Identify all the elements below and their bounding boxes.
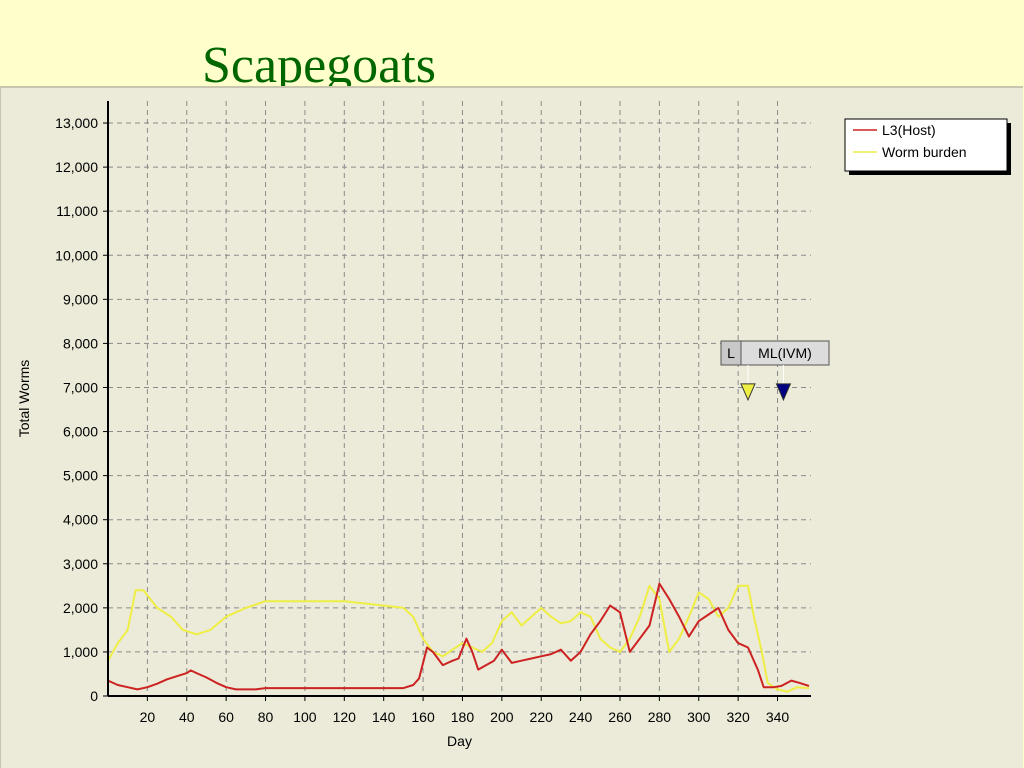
x-axis-ticks: 20 40 60 80 100 120 140 160 180 200 220 240 260 280 30…: [140, 696, 790, 725]
y-tick-label: 2,000: [63, 600, 98, 616]
y-tick-label: 10,000: [55, 247, 98, 263]
x-tick-label: 160: [411, 709, 435, 725]
y-tick-label: 11,000: [56, 203, 98, 219]
y-tick-label: 4,000: [63, 512, 98, 528]
marker-label-ml-ivm: ML(IVM): [740, 340, 830, 366]
x-tick-label: 20: [140, 709, 156, 725]
legend: L3(Host) Worm burden: [844, 118, 1011, 175]
x-tick-label: 300: [687, 709, 711, 725]
y-tick-label: 9,000: [63, 291, 98, 307]
slide-title: Scapegoats: [202, 37, 436, 94]
x-tick-label: 340: [766, 709, 790, 725]
x-tick-label: 280: [648, 709, 672, 725]
y-tick-label: 8,000: [63, 335, 98, 351]
legend-label: Worm burden: [882, 144, 967, 160]
x-tick-label: 120: [333, 709, 357, 725]
plot-area: [108, 101, 811, 696]
y-axis-ticks: 0 1,000 2,000 3,000 4,000 5,000 6,000 7,000 8,00…: [55, 115, 108, 704]
series-line: [107, 582, 810, 691]
y-tick-label: 3,000: [63, 556, 98, 572]
plot-background: [108, 101, 811, 696]
x-tick-label: 320: [726, 709, 750, 725]
y-tick-label: 7,000: [63, 379, 98, 395]
event-markers: L ML(IVM): [720, 340, 830, 402]
y-tick-label: 13,000: [55, 115, 98, 131]
x-tick-label: 200: [490, 709, 514, 725]
x-tick-label: 180: [451, 709, 475, 725]
legend-label: L3(Host): [882, 122, 936, 138]
x-tick-label: 100: [293, 709, 317, 725]
x-tick-label: 80: [258, 709, 274, 725]
grid: [108, 101, 811, 696]
x-tick-label: 260: [608, 709, 632, 725]
marker-triangle-l: [740, 383, 756, 402]
y-axis-title: Total Worms: [16, 360, 32, 438]
y-tick-label: 0: [90, 688, 98, 704]
x-tick-label: 40: [179, 709, 195, 725]
y-tick-label: 6,000: [63, 424, 98, 440]
x-tick-label: 240: [569, 709, 593, 725]
x-tick-label: 220: [530, 709, 554, 725]
series-layer: [107, 582, 810, 693]
y-tick-label: 1,000: [63, 644, 98, 660]
y-tick-label: 5,000: [63, 468, 98, 484]
marker-label-l: L: [720, 340, 742, 366]
line-chart: 20 40 60 80 100 120 140 160 180 200 220 240 260 280 30…: [16, 101, 1011, 749]
marker-triangle-ml-ivm: [775, 383, 792, 402]
marker-text-ml-ivm: ML(IVM): [758, 345, 812, 361]
marker-box-ml-ivm: [740, 340, 830, 366]
legend-box: [844, 118, 1008, 172]
x-axis-title: Day: [447, 733, 472, 749]
chart-panel: 20 40 60 80 100 120 140 160 180 200 220 240 260 280 30…: [0, 86, 1023, 768]
y-tick-label: 12,000: [55, 159, 98, 175]
marker-text-l: L: [727, 345, 735, 361]
axes: [107, 101, 811, 697]
x-tick-label: 140: [372, 709, 396, 725]
x-tick-label: 60: [218, 709, 234, 725]
